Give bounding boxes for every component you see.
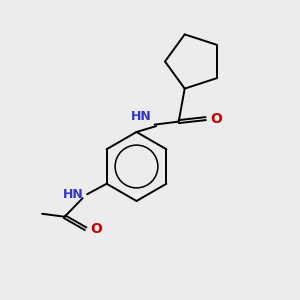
Text: O: O	[210, 112, 222, 126]
Text: HN: HN	[131, 110, 152, 123]
Text: O: O	[90, 222, 102, 236]
Text: HN: HN	[63, 188, 84, 201]
